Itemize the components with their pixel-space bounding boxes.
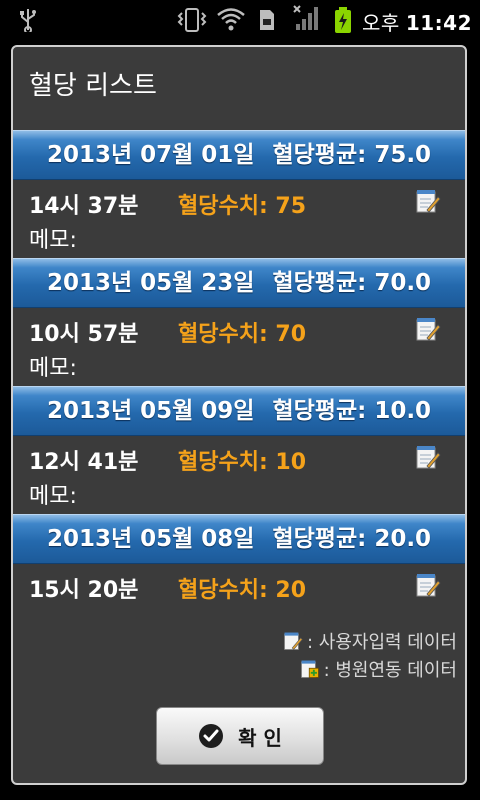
user-input-edit-icon[interactable] <box>415 188 441 214</box>
check-icon <box>199 724 224 748</box>
status-clock: 오후 11:42 <box>362 7 472 36</box>
average-label: 혈당평균: 20.0 <box>272 526 432 552</box>
battery-charging-icon <box>335 7 351 33</box>
user-input-edit-icon[interactable] <box>415 316 441 342</box>
hospital-link-legend-icon <box>300 660 319 678</box>
average-label: 혈당평균: 75.0 <box>272 142 432 168</box>
date-header: 2013년 05월 23일 혈당평균: 70.0 <box>13 258 465 308</box>
status-ampm: 오후 <box>362 11 400 35</box>
dialog-title: 혈당 리스트 <box>29 71 157 101</box>
list-item[interactable]: 10시 57분 혈당수치: 70 메모: <box>13 308 465 386</box>
status-time: 11:42 <box>405 11 472 35</box>
entry-value: 혈당수치: 70 <box>178 322 307 347</box>
date-label: 2013년 05월 23일 <box>46 270 255 296</box>
legend-hospital: : 병원연동 데이터 <box>283 655 457 683</box>
date-label: 2013년 07월 01일 <box>46 142 255 168</box>
entry-time: 12시 41분 <box>29 450 139 475</box>
user-input-edit-icon[interactable] <box>415 572 441 598</box>
sd-card-icon <box>260 10 274 30</box>
list-item[interactable]: 15시 20분 혈당수치: 20 메모: <box>13 564 465 612</box>
legend-user-input-label: : 사용자입력 데이터 <box>307 632 457 653</box>
status-bar: 오후 11:42 <box>0 0 480 38</box>
entry-memo: 메모: <box>29 484 77 509</box>
average-label: 혈당평균: 10.0 <box>272 398 432 424</box>
date-header: 2013년 05월 09일 혈당평균: 10.0 <box>13 386 465 436</box>
date-label: 2013년 05월 09일 <box>46 398 255 424</box>
blood-sugar-list-dialog: 혈당 리스트 2013년 07월 01일 혈당평균: 75.0 14시 37분 혈… <box>11 45 467 785</box>
entry-time: 15시 20분 <box>29 578 139 603</box>
blood-sugar-list[interactable]: 2013년 07월 01일 혈당평균: 75.0 14시 37분 혈당수치: 75… <box>13 130 465 612</box>
ok-button[interactable]: 확 인 <box>156 707 324 765</box>
entry-value: 혈당수치: 75 <box>178 194 307 219</box>
entry-value: 혈당수치: 20 <box>178 578 307 603</box>
legend: : 사용자입력 데이터 : 병원연동 데이터 <box>283 627 457 683</box>
legend-hospital-label: : 병원연동 데이터 <box>323 660 457 681</box>
date-header: 2013년 07월 01일 혈당평균: 75.0 <box>13 130 465 180</box>
average-label: 혈당평균: 70.0 <box>272 270 432 296</box>
signal-icon <box>293 5 318 30</box>
entry-value: 혈당수치: 10 <box>178 450 307 475</box>
user-input-legend-icon <box>284 632 303 650</box>
usb-icon <box>20 9 36 32</box>
wifi-icon <box>217 8 245 31</box>
list-item[interactable]: 12시 41분 혈당수치: 10 메모: <box>13 436 465 514</box>
user-input-edit-icon[interactable] <box>415 444 441 470</box>
date-header: 2013년 05월 08일 혈당평균: 20.0 <box>13 514 465 564</box>
entry-memo: 메모: <box>29 356 77 381</box>
entry-time: 14시 37분 <box>29 194 139 219</box>
entry-memo: 메모: <box>29 228 77 253</box>
entry-time: 10시 57분 <box>29 322 139 347</box>
list-item[interactable]: 14시 37분 혈당수치: 75 메모: <box>13 180 465 258</box>
date-label: 2013년 05월 08일 <box>46 526 255 552</box>
legend-user-input: : 사용자입력 데이터 <box>283 627 457 655</box>
entry-memo: 메모: <box>29 608 77 612</box>
vibrate-icon <box>177 8 207 32</box>
ok-button-label: 확 인 <box>238 725 282 750</box>
